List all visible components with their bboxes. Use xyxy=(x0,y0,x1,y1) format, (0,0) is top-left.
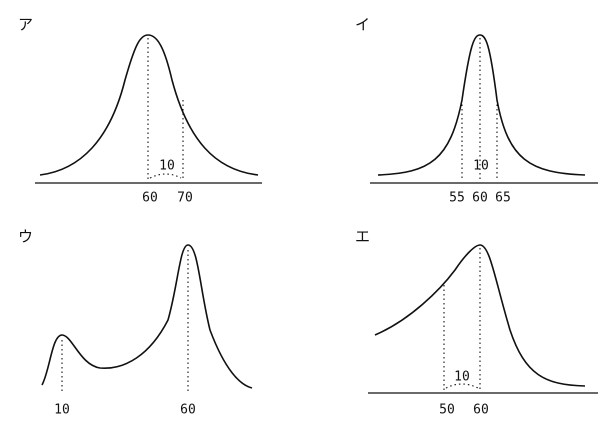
curve xyxy=(41,244,253,389)
tick-label: 60 xyxy=(473,403,489,418)
tick-label: 60 xyxy=(472,191,488,206)
tick-label: 60 xyxy=(142,191,158,206)
panel: イ 10 55 60 65 xyxy=(355,16,598,206)
tick-label: 70 xyxy=(177,191,193,206)
span xyxy=(149,173,182,179)
panel-label: ア xyxy=(18,16,33,34)
panel-label: ウ xyxy=(18,228,33,246)
panel-label: イ xyxy=(355,16,370,34)
tick-label: 55 xyxy=(449,191,465,206)
panel: エ 10 50 60 xyxy=(355,228,598,418)
note: 10 xyxy=(473,159,489,174)
curve xyxy=(374,244,586,387)
panel-label: エ xyxy=(355,228,370,246)
tick-label: 50 xyxy=(439,403,455,418)
tick-label: 60 xyxy=(180,403,196,418)
panel: ウ 10 60 xyxy=(18,228,253,418)
tick-label: 65 xyxy=(495,191,511,206)
note: 10 xyxy=(454,370,470,385)
curve xyxy=(39,34,259,176)
panel: ア 10 60 70 xyxy=(18,16,262,206)
tick-label: 10 xyxy=(54,403,70,418)
note: 10 xyxy=(159,159,175,174)
span xyxy=(445,383,479,389)
curve xyxy=(377,34,586,176)
